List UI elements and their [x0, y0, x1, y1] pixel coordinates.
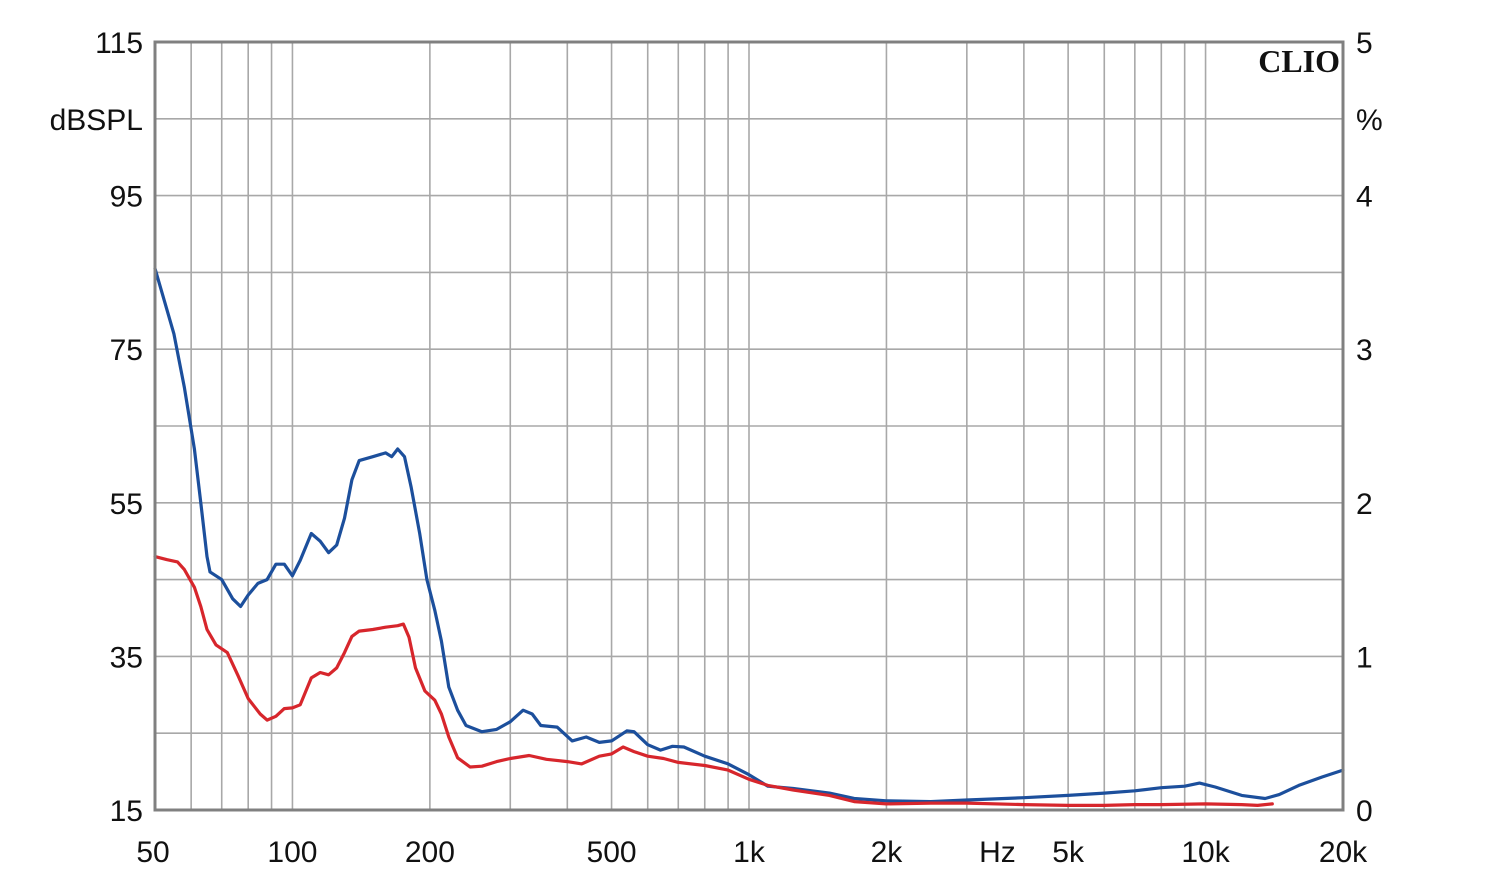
x-tick-label: 2k — [871, 836, 904, 869]
x-axis-unit-label: Hz — [979, 836, 1016, 869]
tick-labels: 15 35 55 75 95 115 0 1 2 3 4 5 50 100 200 500 1k 2k 5k 10k 2… — [95, 27, 1373, 869]
left-y-tick-label: 75 — [110, 334, 143, 367]
right-y-tick-label: 5 — [1356, 27, 1373, 60]
left-y-tick-label: 115 — [95, 27, 143, 60]
right-y-tick-label: 2 — [1356, 488, 1373, 521]
right-y-tick-label: 0 — [1356, 795, 1373, 828]
x-tick-label: 50 — [136, 836, 169, 869]
series-line-red — [153, 555, 1274, 807]
x-tick-label: 5k — [1052, 836, 1085, 869]
right-axis-unit-label: % — [1356, 104, 1383, 137]
clio-brand-label: CLIO — [1258, 43, 1340, 79]
x-tick-label: 1k — [733, 836, 766, 869]
left-y-tick-label: 15 — [110, 795, 143, 828]
series-line-blue — [153, 267, 1345, 804]
x-tick-label: 100 — [267, 836, 317, 869]
x-tick-label: 10k — [1181, 836, 1230, 869]
plot-frame — [153, 40, 1345, 812]
x-tick-label: 500 — [587, 836, 637, 869]
left-y-tick-label: 35 — [110, 641, 143, 674]
right-y-tick-label: 3 — [1356, 334, 1373, 367]
left-y-tick-label: 55 — [110, 488, 143, 521]
series-layer — [153, 267, 1345, 807]
right-y-tick-label: 1 — [1356, 641, 1373, 674]
x-tick-label: 200 — [405, 836, 455, 869]
x-tick-label: 20k — [1319, 836, 1368, 869]
left-axis-unit-label: dBSPL — [50, 104, 143, 137]
grid-lines — [155, 42, 1343, 810]
left-y-tick-label: 95 — [110, 181, 143, 214]
right-y-tick-label: 4 — [1356, 181, 1373, 214]
